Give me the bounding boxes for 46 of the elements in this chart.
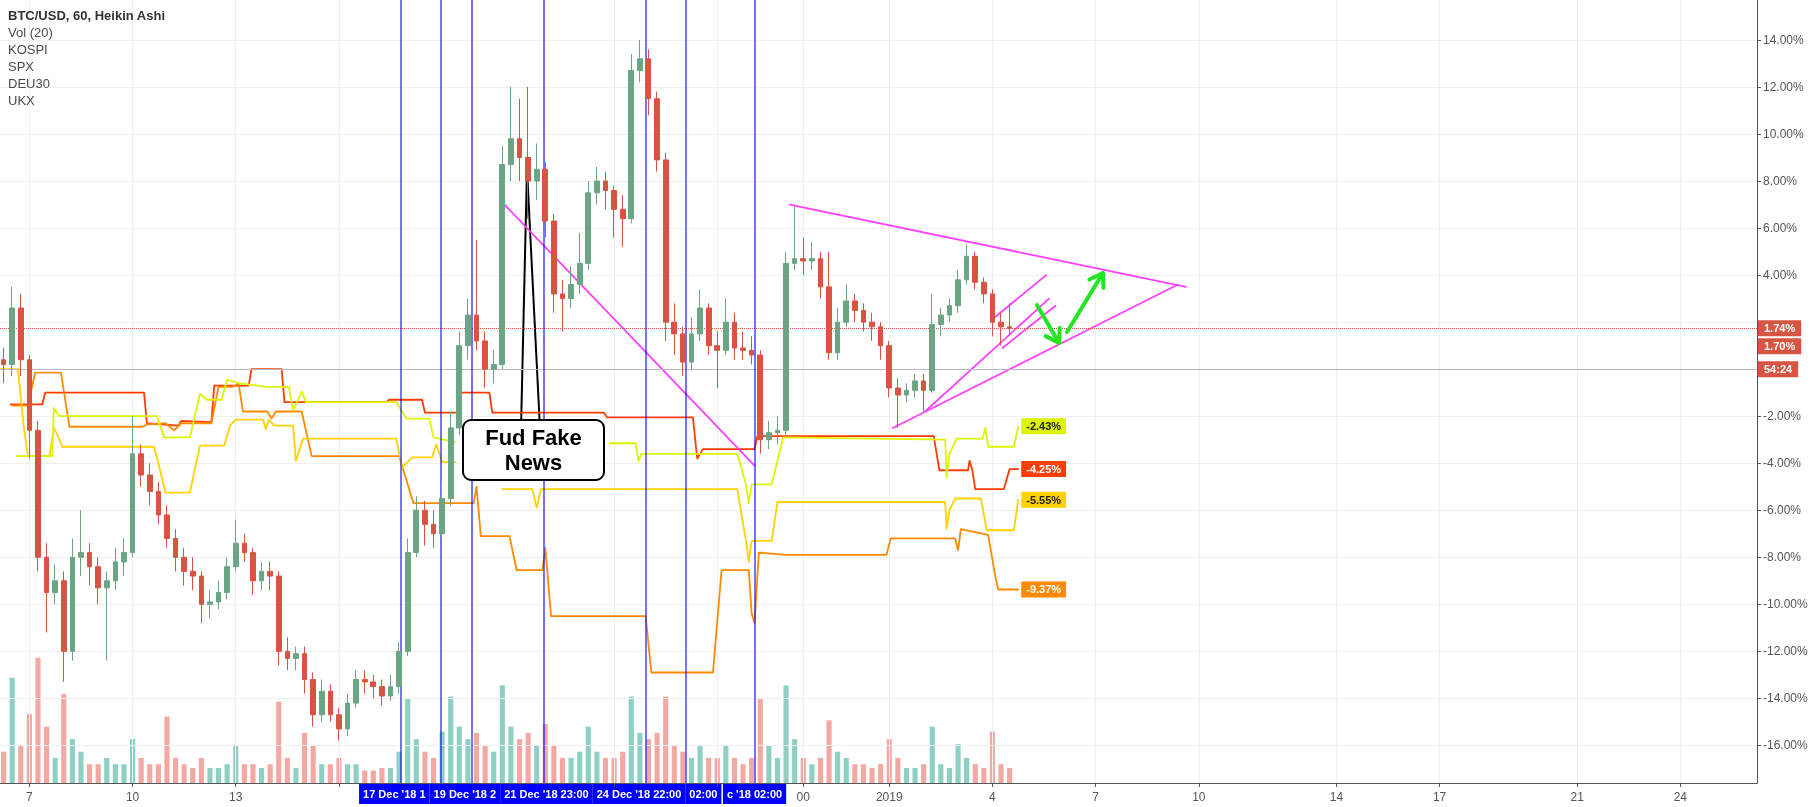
x-tick-label: 21 xyxy=(1570,790,1585,804)
y-tick-label: -16.00% xyxy=(1763,738,1809,753)
y-tick-label: -8.00% xyxy=(1763,550,1802,565)
y-tick-label: -4.00% xyxy=(1763,456,1802,471)
annotation: KOSPI xyxy=(8,42,48,57)
y-tick-label: 8.00% xyxy=(1763,174,1798,189)
y-tick-label: -2.00% xyxy=(1763,409,1802,424)
x-tick-label: 4 xyxy=(989,790,997,804)
x-tick-label: 7 xyxy=(26,790,34,804)
annotation: DEU30 xyxy=(8,76,50,91)
x-tick-label: 10 xyxy=(1192,790,1206,804)
ref-line-label: c '18 02:00 xyxy=(726,788,783,800)
annotation: SPX xyxy=(8,59,35,74)
x-tick-label: 14 xyxy=(1329,790,1344,804)
y-tick-label: -10.00% xyxy=(1763,597,1809,612)
annotation: UKX xyxy=(8,93,36,108)
annotation: Vol (20) xyxy=(8,25,53,40)
x-tick-label: 7 xyxy=(1092,790,1100,804)
text: BTC/USD, 60, Heikin Ashi xyxy=(8,8,165,23)
x-tick-label: 13 xyxy=(229,790,243,804)
data-label: -4.25% xyxy=(1026,463,1062,476)
x-tick-label: 10 xyxy=(125,790,140,804)
ref-line-label: 17 Dec '18 1 xyxy=(363,788,426,800)
y-tick-label: 14.00% xyxy=(1763,32,1805,47)
y-tick-label: 10.00% xyxy=(1763,127,1805,142)
data-label: -9.37% xyxy=(1026,583,1062,596)
y-tick-label: -14.00% xyxy=(1763,691,1809,706)
annotation: 54:24 xyxy=(1764,363,1794,376)
ref-line-label: 24 Dec '18 22:00 xyxy=(596,788,682,800)
x-tick-label: 24 xyxy=(1673,790,1688,804)
y-tick-label: -6.00% xyxy=(1763,503,1802,518)
annotation: 1.70% xyxy=(1764,340,1796,353)
y-tick-label: -12.00% xyxy=(1763,644,1809,659)
ref-line-label: 02:00 xyxy=(689,788,718,800)
ref-line-label: 1.74% xyxy=(1764,322,1796,335)
x-tick-label: 17 xyxy=(1432,790,1447,804)
x-tick-label: 00 xyxy=(796,790,811,804)
ref-line-label: 21 Dec '18 23:00 xyxy=(504,788,589,800)
data-label: -5.55% xyxy=(1026,493,1062,506)
data-label: -2.43% xyxy=(1026,420,1062,433)
ref-line-label: 19 Dec '18 2 xyxy=(433,788,497,800)
y-tick-label: 12.00% xyxy=(1763,80,1805,94)
y-tick-label: 4.00% xyxy=(1763,268,1798,283)
y-tick-label: 6.00% xyxy=(1763,221,1798,236)
x-tick-label: 2019 xyxy=(875,790,903,804)
annotation: Fud Fake News xyxy=(462,419,605,481)
